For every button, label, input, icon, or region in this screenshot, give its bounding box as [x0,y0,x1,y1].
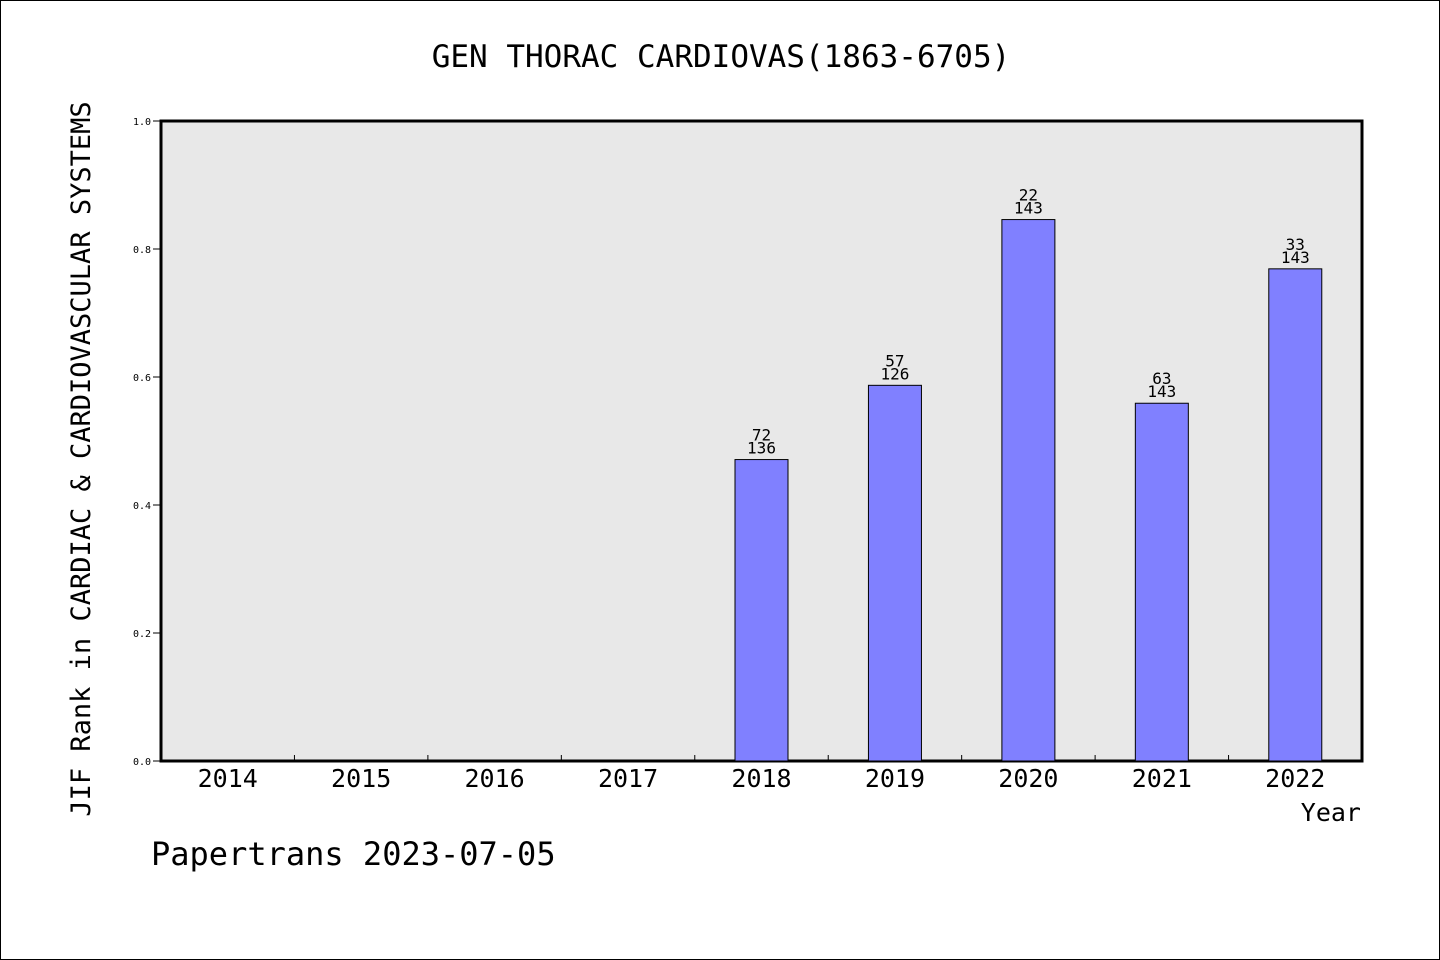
bars-group [734,219,1323,762]
bar [1001,219,1056,762]
bar-total-label: 136 [747,439,776,458]
x-tick-label: 2015 [331,764,391,793]
x-tick-label: 2019 [865,764,925,793]
bar-rank-label: 22 [1019,186,1038,205]
bar [1268,268,1323,762]
x-tick-label: 2021 [1132,764,1192,793]
y-tick-label: 1.0 [133,117,151,128]
footer-text: Papertrans 2023-07-05 [151,835,556,873]
y-axis-label: JIF Rank in CARDIAC & CARDIOVASCULAR SYS… [66,101,97,816]
bar-rank-label: 72 [752,426,771,445]
bar-total-label: 143 [1147,382,1176,401]
bar-total-label: 143 [1014,199,1043,218]
x-tick-label: 2014 [198,764,258,793]
chart-title: GEN THORAC CARDIOVAS(1863-6705) [432,39,1011,75]
bar-rank-label: 33 [1286,235,1305,254]
bar-total-label: 143 [1281,248,1310,267]
y-axis-ticks: 0.0 0.2 0.4 0.6 0.8 1.0 [133,117,161,768]
x-tick-label: 2022 [1265,764,1325,793]
y-tick-label: 0.2 [133,629,151,640]
x-tick-label: 2016 [465,764,525,793]
bar-rank-label: 63 [1152,369,1171,388]
bar-total-label: 126 [880,364,909,383]
bar [867,384,922,762]
y-tick-label: 0.6 [133,373,151,384]
x-tick-label: 2017 [598,764,658,793]
y-tick-label: 0.8 [133,245,151,256]
x-tick-label: 2018 [731,764,791,793]
bar [1134,402,1189,762]
x-tick-label: 2020 [998,764,1058,793]
x-axis-ticks: 2014 2015 2016 2017 2018 2019 2020 2021 2022 [198,755,1325,793]
x-axis-label: Year [1301,798,1361,827]
bar-rank-label: 57 [885,351,904,370]
y-tick-label: 0.4 [133,501,151,512]
bar [734,459,789,762]
y-tick-label: 0.0 [133,757,151,768]
